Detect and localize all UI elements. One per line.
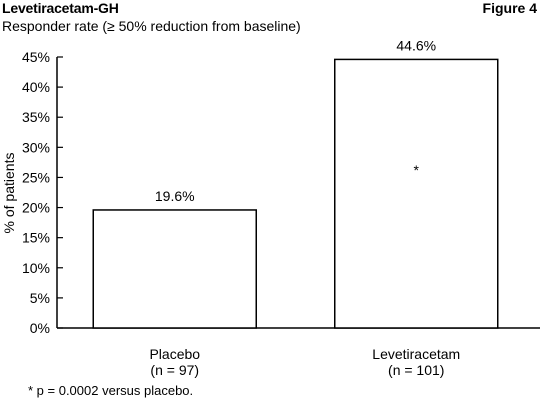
bar <box>92 209 257 329</box>
y-tick-label: 45% <box>22 49 50 65</box>
significance-marker: * <box>414 162 420 178</box>
y-tick-label: 30% <box>22 139 50 155</box>
bar-value-label: 44.6% <box>396 37 436 53</box>
chart-subtitle: Responder rate (≥ 50% reduction from bas… <box>2 18 301 34</box>
x-axis-labels: Placebo(n = 97) Levetiracetam(n = 101) <box>149 346 460 378</box>
figure-label: Figure 4 <box>482 0 537 16</box>
y-tick-label: 10% <box>22 260 50 276</box>
x-tick-label: Placebo <box>149 346 200 362</box>
bar-value-label: 19.6% <box>155 188 195 204</box>
y-tick-label: 5% <box>30 290 50 306</box>
y-tick-label: 35% <box>22 109 50 125</box>
y-axis-label: % of patients <box>1 153 17 234</box>
y-tick-label: 25% <box>22 169 50 185</box>
y-tick-label: 40% <box>22 79 50 95</box>
x-tick-label: Levetiracetam <box>372 346 460 362</box>
y-tick-label: 20% <box>22 200 50 216</box>
footnote: * p = 0.0002 versus placebo. <box>28 383 194 398</box>
chart-title: Levetiracetam-GH <box>2 0 119 16</box>
x-tick-sublabel: (n = 101) <box>388 362 444 378</box>
x-tick-sublabel: (n = 97) <box>150 362 199 378</box>
y-tick-label: 15% <box>22 230 50 246</box>
bars: 19.6% 44.6% * <box>92 37 499 329</box>
y-tick-label: 0% <box>30 320 50 336</box>
bar <box>334 58 499 329</box>
y-axis-ticks: 0% 5% 10% 15% 20% 25% 30% 35% 40% 45% <box>22 49 63 336</box>
